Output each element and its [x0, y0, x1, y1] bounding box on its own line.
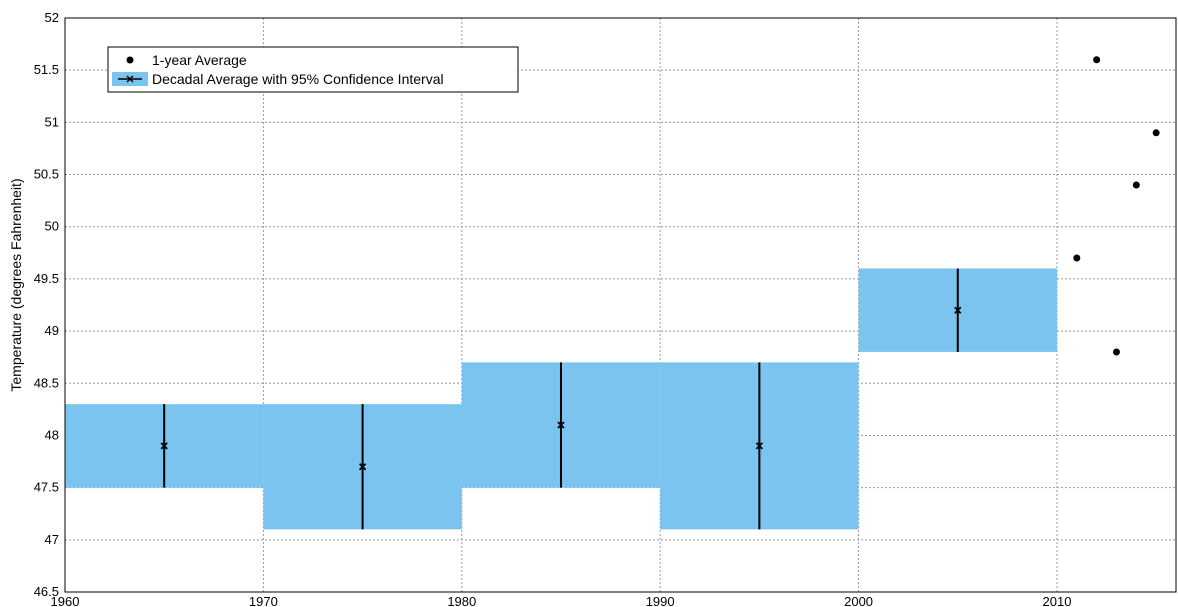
y-tick-label: 46.5 [34, 584, 59, 599]
annual-average-point [1132, 181, 1140, 189]
y-axis-label: Temperature (degrees Fahrenheit) [8, 178, 24, 391]
y-tick-label: 50.5 [34, 167, 59, 182]
x-tick-label: 1970 [249, 594, 278, 607]
axes [64, 17, 1177, 593]
annual-average-point [1152, 129, 1160, 137]
decadal-mean-marker [557, 421, 565, 429]
x-tick-label: 1960 [51, 594, 80, 607]
decadal-mean-marker [160, 442, 168, 450]
error-bars [160, 268, 962, 530]
y-tick-label: 52 [45, 10, 59, 25]
legend-mean-marker [126, 75, 134, 83]
x-tick-label: 2010 [1043, 594, 1072, 607]
legend: 1-year Average Decadal Average with 95% … [107, 46, 519, 93]
y-tick-label: 47 [45, 532, 59, 547]
annual-average-point [1093, 56, 1101, 64]
y-tick-label: 49 [45, 323, 59, 338]
y-tick-label: 47.5 [34, 480, 59, 495]
x-tick-label: 2000 [844, 594, 873, 607]
x-tick-label: 1990 [646, 594, 675, 607]
x-tick-label: 1980 [447, 594, 476, 607]
plot-frame [64, 17, 1177, 593]
legend-dot-marker [126, 56, 134, 64]
y-tick-label: 51.5 [34, 62, 59, 77]
decadal-mean-marker [358, 463, 367, 471]
annual-average-point [1112, 348, 1120, 356]
decadal-mean-marker [954, 306, 962, 314]
annual-points [1073, 56, 1160, 356]
y-tick-label: 48.5 [34, 375, 59, 390]
decadal-mean-marker [755, 442, 764, 450]
legend-label-annual: 1-year Average [152, 52, 247, 68]
annual-average-point [1073, 254, 1081, 262]
y-tick-label: 48 [45, 427, 59, 442]
legend-box [107, 46, 519, 93]
y-tick-label: 51 [45, 114, 59, 129]
y-tick-label: 49.5 [34, 271, 59, 286]
y-tick-label: 50 [45, 219, 59, 234]
tick-labels: 1960 1970 1980 1990 2000 2010 46.5 47 47.5 48 48.5… [34, 10, 1072, 607]
legend-label-decadal: Decadal Average with 95% Confidence Inte… [152, 71, 444, 87]
